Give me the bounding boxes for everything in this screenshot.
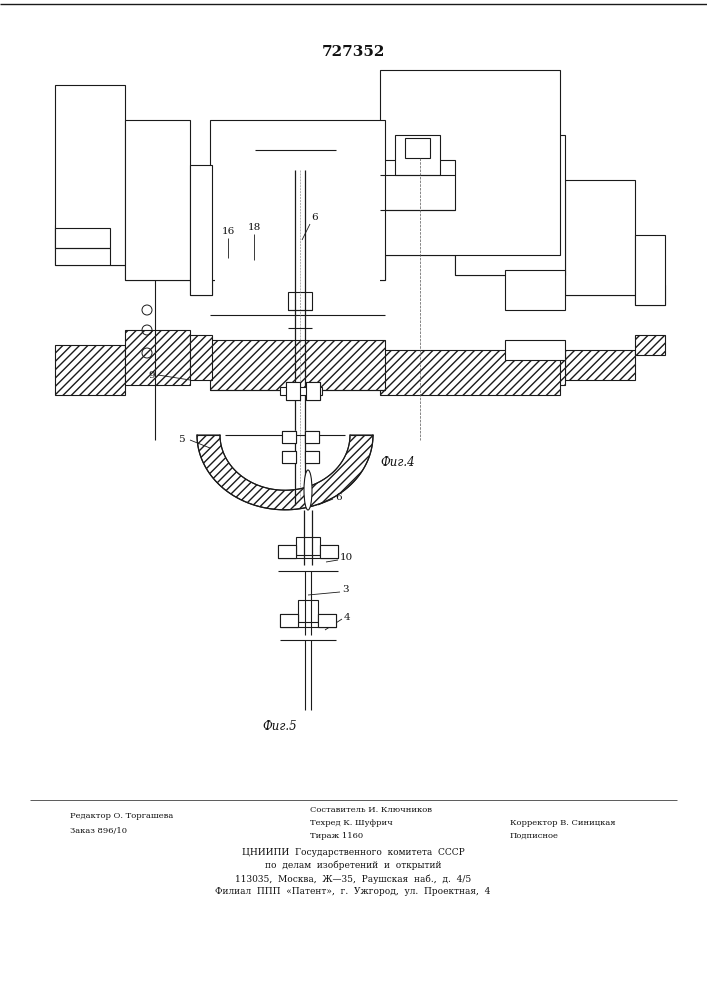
- Bar: [318, 614, 336, 627]
- Text: 113035,  Москва,  Ж—35,  Раушская  наб.,  д.  4/5: 113035, Москва, Ж—35, Раушская наб., д. …: [235, 874, 471, 884]
- Bar: [282, 431, 296, 443]
- Text: Фиг.4: Фиг.4: [380, 456, 414, 468]
- Bar: [278, 545, 296, 558]
- Bar: [320, 545, 338, 558]
- Text: 10: 10: [340, 554, 354, 562]
- Bar: [305, 451, 319, 463]
- Bar: [55, 228, 110, 248]
- Text: 727352: 727352: [321, 45, 385, 59]
- Polygon shape: [197, 435, 373, 510]
- Text: по  делам  изобретений  и  открытий: по делам изобретений и открытий: [264, 861, 441, 870]
- Text: 16: 16: [221, 228, 235, 236]
- Bar: [190, 335, 212, 380]
- Bar: [306, 382, 320, 400]
- Bar: [380, 210, 560, 255]
- Text: Тираж 1160: Тираж 1160: [310, 832, 363, 840]
- Text: Подписное: Подписное: [510, 832, 559, 840]
- Bar: [380, 70, 560, 255]
- Bar: [55, 85, 125, 265]
- Text: Заказ 896/10: Заказ 896/10: [70, 827, 127, 835]
- Bar: [635, 235, 665, 305]
- Text: Составитель И. Ключников: Составитель И. Ключников: [310, 806, 432, 814]
- Bar: [505, 270, 565, 310]
- Text: Филиал  ППП  «Патент»,  г.  Ужгород,  ул.  Проектная,  4: Филиал ППП «Патент», г. Ужгород, ул. Про…: [216, 887, 491, 896]
- Text: 9: 9: [148, 370, 155, 379]
- Bar: [190, 165, 212, 295]
- Text: 18: 18: [247, 224, 261, 232]
- Text: 5: 5: [178, 436, 185, 444]
- Text: Б-Б повернуто: Б-Б повернуто: [249, 139, 332, 148]
- Bar: [296, 537, 320, 555]
- Bar: [282, 431, 296, 443]
- Text: 6: 6: [312, 214, 318, 223]
- Text: 4: 4: [344, 612, 351, 621]
- Bar: [305, 431, 319, 443]
- Bar: [455, 355, 565, 385]
- Bar: [455, 245, 565, 275]
- Bar: [565, 265, 635, 295]
- Bar: [305, 451, 319, 463]
- Bar: [215, 235, 380, 310]
- Bar: [380, 350, 560, 395]
- Bar: [282, 451, 296, 463]
- Bar: [320, 545, 338, 558]
- Bar: [280, 614, 298, 627]
- Text: Фиг.5: Фиг.5: [262, 720, 297, 732]
- Text: 6: 6: [335, 492, 341, 502]
- Text: 3: 3: [342, 585, 349, 594]
- Text: Корректор В. Синицкая: Корректор В. Синицкая: [510, 819, 616, 827]
- Bar: [505, 340, 565, 360]
- Bar: [318, 614, 336, 627]
- Bar: [55, 225, 125, 265]
- Bar: [278, 545, 296, 558]
- Bar: [635, 335, 665, 355]
- Bar: [635, 285, 665, 305]
- Bar: [125, 330, 190, 385]
- Bar: [405, 138, 430, 158]
- Text: ЦНИИПИ  Государственного  комитета  СССР: ЦНИИПИ Государственного комитета СССР: [242, 848, 464, 857]
- Bar: [125, 250, 190, 280]
- Bar: [286, 382, 300, 400]
- Bar: [286, 382, 300, 400]
- Ellipse shape: [304, 470, 312, 510]
- Bar: [125, 120, 190, 280]
- Bar: [210, 340, 385, 390]
- Bar: [455, 135, 565, 275]
- Bar: [210, 120, 385, 280]
- Bar: [280, 387, 322, 395]
- Bar: [306, 382, 320, 400]
- Bar: [565, 350, 635, 380]
- Bar: [210, 245, 385, 280]
- Bar: [395, 135, 440, 175]
- Bar: [190, 270, 212, 295]
- Bar: [305, 431, 319, 443]
- Bar: [55, 345, 125, 395]
- Text: Редактор О. Торгашева: Редактор О. Торгашева: [70, 812, 173, 820]
- Bar: [280, 614, 298, 627]
- Bar: [565, 180, 635, 295]
- Bar: [282, 451, 296, 463]
- Bar: [298, 600, 318, 622]
- Bar: [380, 160, 455, 210]
- Text: Техред К. Шуфрич: Техред К. Шуфрич: [310, 819, 393, 827]
- Bar: [288, 292, 312, 310]
